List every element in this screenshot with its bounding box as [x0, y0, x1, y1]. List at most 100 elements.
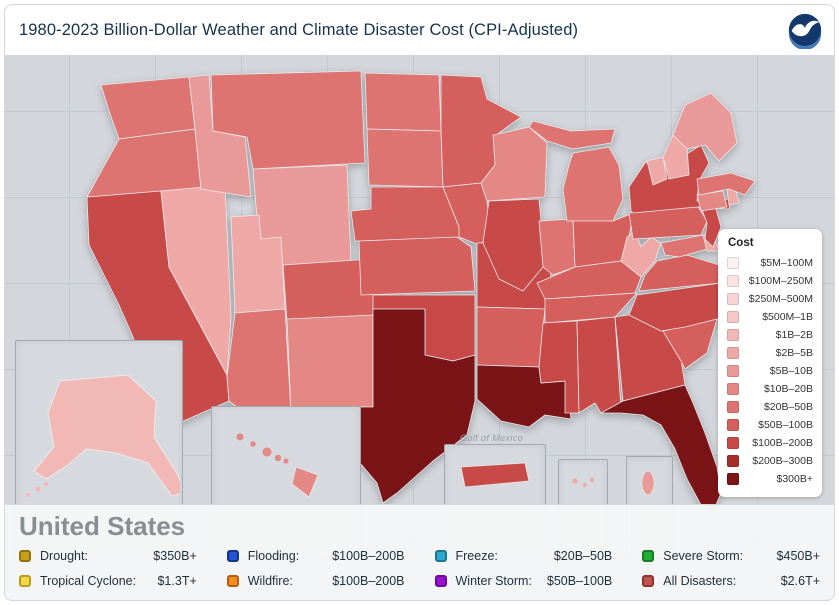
- state-id[interactable]: [188, 74, 252, 198]
- cost-label: $250M–500M: [748, 293, 813, 305]
- legend-item-label: Wildfire:: [247, 574, 293, 588]
- state-me[interactable]: [672, 92, 738, 162]
- cost-swatch: [727, 365, 739, 377]
- cost-legend-title: Cost: [728, 237, 754, 249]
- winter-storm-swatch-icon: [434, 575, 447, 587]
- cost-legend-row-2: $100M–250M: [727, 272, 813, 290]
- legend-item-value: $100B–200B: [332, 549, 405, 563]
- state-pr[interactable]: [460, 462, 530, 488]
- state-ak[interactable]: [35, 486, 41, 492]
- summary-panel: United States Drought: $350B+ Flooding: $10…: [5, 504, 834, 600]
- cost-legend-row-6: $2B–5B: [727, 344, 813, 362]
- flooding-swatch-icon: [226, 550, 239, 562]
- state-hi[interactable]: [291, 466, 319, 498]
- state-or[interactable]: [86, 128, 202, 198]
- cost-swatch: [727, 257, 739, 269]
- cost-label: $5M–100M: [760, 257, 813, 269]
- noaa-logo-icon: [784, 9, 826, 51]
- header: 1980-2023 Billion-Dollar Weather and Cli…: [5, 5, 834, 55]
- state-ks[interactable]: [358, 236, 476, 296]
- legend-item-severe-storm: Severe Storm: $450B+: [642, 549, 820, 563]
- cost-legend-row-3: $250M–500M: [727, 290, 813, 308]
- legend-item-label: Severe Storm:: [663, 549, 744, 563]
- cost-legend-row-7: $5B–10B: [727, 362, 813, 380]
- legend-item-tropical-cyclone: Tropical Cyclone: $1.3T+: [19, 574, 197, 588]
- legend-item-freeze: Freeze: $20B–50B: [434, 549, 613, 563]
- state-hi[interactable]: [250, 441, 256, 447]
- cost-label: $500M–1B: [762, 311, 813, 323]
- state-gu[interactable]: [641, 470, 655, 496]
- state-hi[interactable]: [283, 458, 289, 464]
- legend-item-drought: Drought: $350B+: [19, 549, 197, 563]
- state-nh[interactable]: [662, 134, 690, 180]
- state-mi[interactable]: [562, 146, 624, 222]
- cost-swatch: [727, 383, 739, 395]
- cost-legend-row-8: $10B–20B: [727, 380, 813, 398]
- state-al[interactable]: [576, 316, 622, 414]
- state-ak[interactable]: [26, 493, 30, 497]
- cost-label: $200B–300B: [752, 455, 813, 467]
- cost-legend-row-10: $50B–100B: [727, 416, 813, 434]
- tropical-cyclone-swatch-icon: [19, 575, 31, 587]
- state-vi[interactable]: [582, 482, 588, 488]
- legend-item-value: $350B+: [153, 549, 197, 563]
- cost-legend-row-4: $500M–1B: [727, 308, 813, 326]
- legend-item-label: All Disasters:: [663, 574, 737, 588]
- state-hi[interactable]: [262, 447, 272, 457]
- legend-item-label: Winter Storm:: [455, 574, 532, 588]
- cost-legend-rows: $5M–100M $100M–250M $250M–500M $500M–1B $1B–…: [727, 254, 813, 488]
- state-vi[interactable]: [589, 477, 595, 483]
- state-vi[interactable]: [572, 478, 578, 484]
- map-app: 1980-2023 Billion-Dollar Weather and Cli…: [4, 4, 835, 601]
- cost-swatch: [727, 401, 739, 413]
- freeze-swatch-icon: [434, 550, 447, 562]
- legend-item-label: Freeze:: [455, 549, 498, 563]
- state-ar[interactable]: [476, 306, 546, 368]
- legend-item-all-disasters: All Disasters: $2.6T+: [642, 574, 820, 588]
- cost-swatch: [727, 347, 739, 359]
- us-choropleth-map[interactable]: [5, 55, 835, 515]
- state-ak[interactable]: [33, 374, 180, 497]
- state-nd[interactable]: [364, 72, 442, 132]
- cost-legend-row-9: $20B–50B: [727, 398, 813, 416]
- state-il[interactable]: [482, 198, 544, 292]
- cost-swatch: [727, 293, 739, 305]
- legend-item-wildfire: Wildfire: $100B–200B: [226, 574, 405, 588]
- cost-swatch: [727, 329, 739, 341]
- state-hi[interactable]: [274, 454, 282, 462]
- legend-item-value: $50B–100B: [546, 574, 613, 588]
- legend-item-value: $20B–50B: [553, 549, 613, 563]
- state-ma[interactable]: [696, 172, 756, 196]
- legend-item-winter-storm: Winter Storm: $50B–100B: [434, 574, 613, 588]
- disaster-type-legend: Drought: $350B+ Flooding: $100B–200B Freeze:…: [19, 549, 820, 588]
- state-nm[interactable]: [286, 314, 374, 420]
- cost-legend-row-12: $200B–300B: [727, 452, 813, 470]
- state-in[interactable]: [538, 218, 576, 276]
- legend-item-value: $450B+: [776, 549, 820, 563]
- cost-label: $1B–2B: [775, 329, 813, 341]
- legend-item-value: $2.6T+: [780, 574, 820, 588]
- cost-label: $100M–250M: [748, 275, 813, 287]
- cost-label: $20B–50B: [763, 401, 813, 413]
- legend-item-value: $1.3T+: [157, 574, 197, 588]
- legend-item-label: Flooding:: [247, 549, 300, 563]
- cost-swatch: [727, 455, 739, 467]
- cost-swatch: [727, 311, 739, 323]
- cost-label: $100B–200B: [752, 437, 813, 449]
- basemap-label-gulf-of-mexico: Gulf of Mexico: [460, 433, 524, 443]
- cost-legend-row-11: $100B–200B: [727, 434, 813, 452]
- state-sd[interactable]: [366, 128, 444, 188]
- cost-swatch: [727, 473, 739, 485]
- state-hi[interactable]: [236, 433, 244, 441]
- legend-item-label: Drought:: [40, 549, 88, 563]
- state-vt[interactable]: [646, 156, 668, 186]
- cost-label: $300B+: [776, 473, 814, 485]
- legend-item-value: $100B–200B: [332, 574, 405, 588]
- all-disasters-swatch-icon: [642, 575, 655, 587]
- state-ak[interactable]: [44, 482, 48, 486]
- state-wa[interactable]: [100, 76, 196, 140]
- state-mi[interactable]: [528, 120, 616, 150]
- state-az[interactable]: [226, 308, 292, 416]
- state-md[interactable]: [660, 234, 708, 258]
- state-ne[interactable]: [350, 186, 462, 242]
